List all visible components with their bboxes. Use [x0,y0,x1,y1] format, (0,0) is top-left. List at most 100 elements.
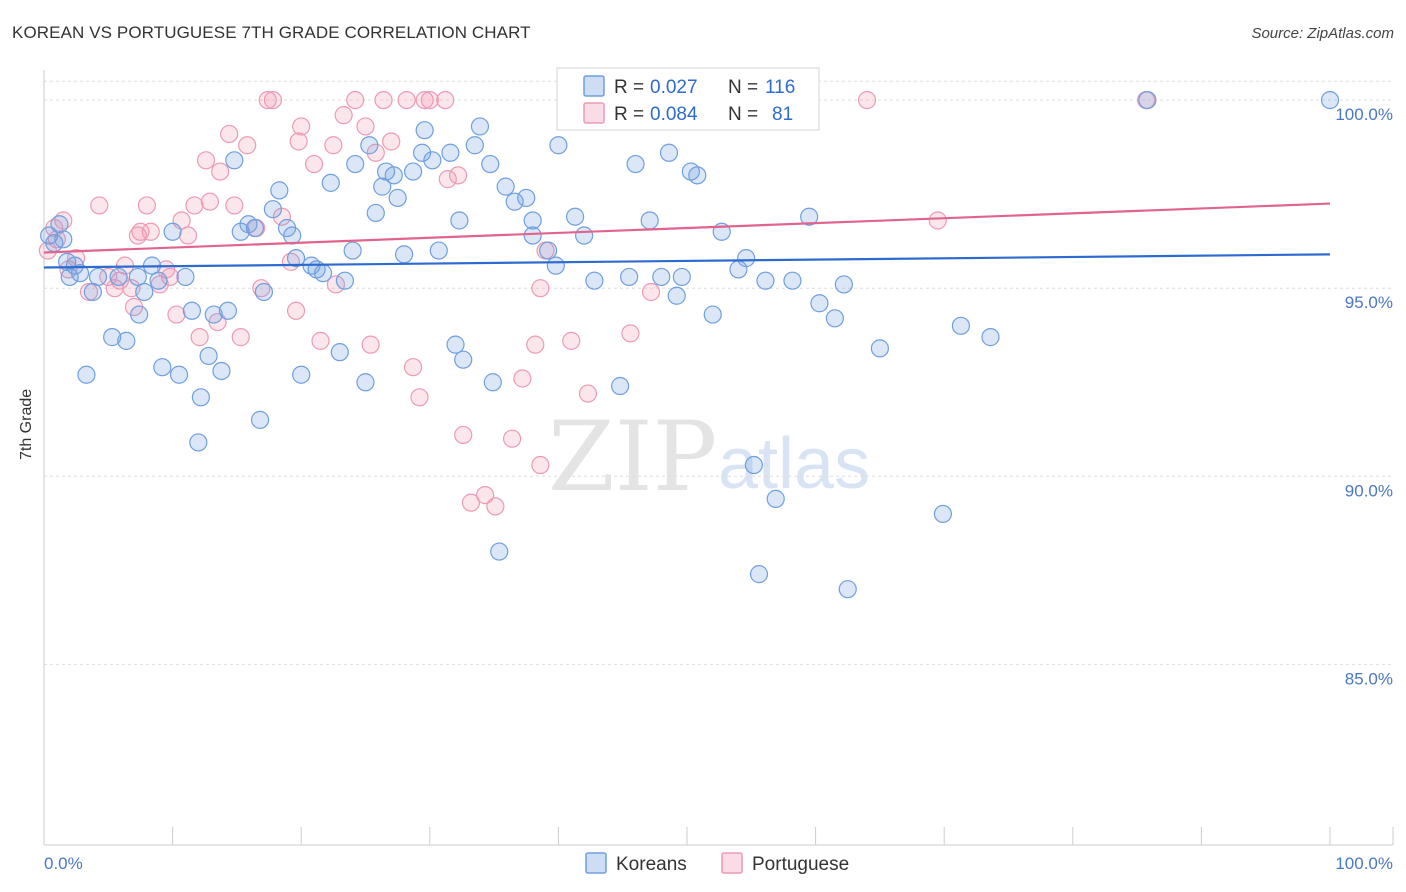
korean-point [505,192,524,211]
portuguese-point [258,90,277,110]
korean-point [490,542,509,561]
legend-box [556,67,820,131]
korean-point [286,249,306,268]
korean-point [549,136,568,155]
trend-lines [43,202,1331,269]
korean-point [810,294,829,313]
korean-point [672,267,691,287]
portuguese-point [178,226,198,245]
korean-point [250,410,270,429]
korean-point [659,143,679,162]
korean-point [394,245,414,264]
korean-point [70,264,90,283]
portuguese-point [167,305,186,324]
portuguese-point [90,196,109,215]
portuguese-point [366,143,385,162]
portuguese-point [225,196,244,215]
portuguese-point [311,331,330,350]
source-label: Source: ZipAtlas.com [1251,25,1394,42]
korean-point [640,211,659,230]
legend-n-value-koreans: 116 [765,77,795,98]
korean-point [373,177,392,196]
korean-point [465,136,484,155]
correlation-legend: R = 0.027 N = 116 R = 0.084 N = 81 [556,67,820,131]
portuguese-point [578,384,598,403]
korean-point [744,455,763,475]
korean-point [60,267,79,287]
portuguese-point [436,90,455,110]
korean-point [737,249,756,268]
portuguese-point [263,90,283,110]
korean-point [149,271,168,290]
series-portuguese-points [38,90,1156,516]
korean-point [825,309,844,328]
portuguese-point [286,301,306,320]
x-tick-labels: 0.0% 100.0% [44,854,1393,873]
korean-point [800,207,819,226]
portuguese-point [289,132,308,151]
korean-point [366,203,385,223]
trend-line-portuguese [43,202,1331,254]
korean-point [539,241,558,260]
portuguese-point [334,106,353,125]
portuguese-point [137,196,156,215]
grid-lines [44,80,1393,665]
portuguese-point [131,222,150,241]
korean-point [225,151,244,170]
axes [43,70,1394,846]
portuguese-point [79,282,99,302]
korean-point [450,211,469,230]
korean-point [620,267,639,287]
korean-point [585,271,604,290]
watermark-zip: ZIP [548,401,717,513]
x-tick-label-min: 0.0% [44,854,83,873]
portuguese-point [403,358,423,377]
korean-point [117,331,136,350]
portuguese-point [190,328,209,347]
chart-title: KOREAN VS PORTUGUESE 7TH GRADE CORRELATI… [12,23,531,42]
korean-point [423,151,442,170]
portuguese-point [397,90,416,110]
korean-point [330,343,349,362]
korean-point [470,117,490,136]
korean-point [834,275,853,294]
portuguese-point [513,369,532,388]
korean-point [346,154,365,174]
korean-point [199,346,218,366]
portuguese-point [420,90,439,110]
series-legend: Koreans Portuguese [585,852,849,875]
korean-point [951,316,971,335]
korean-point [454,350,473,369]
korean-point [703,305,722,324]
korean-point [981,328,1000,347]
portuguese-point [410,388,429,407]
korean-point [103,328,122,347]
korean-point [270,181,289,200]
korean-point [343,241,362,260]
korean-point [403,162,423,181]
legend-n-value-portuguese: 81 [772,104,793,125]
y-tick-label: 100.0% [1335,105,1393,124]
korean-point [429,241,448,260]
portuguese-point [185,196,204,215]
korean-point [483,373,502,392]
korean-point [360,136,379,155]
series-korean-points [40,90,1340,599]
korean-point [783,271,802,290]
korean-point [766,489,785,508]
portuguese-point [438,170,457,189]
portuguese-point [621,324,640,343]
portuguese-point [200,192,219,211]
korean-point [182,301,201,320]
portuguese-point [231,328,250,347]
legend-swatch-koreans [583,75,605,97]
portuguese-point [196,151,216,170]
trend-line-koreans [43,253,1331,269]
korean-point [441,143,460,162]
korean-point [191,388,210,407]
korean-point [283,226,302,245]
portuguese-point [99,267,118,287]
korean-point [218,301,237,320]
legend-swatch-portuguese [583,102,605,124]
